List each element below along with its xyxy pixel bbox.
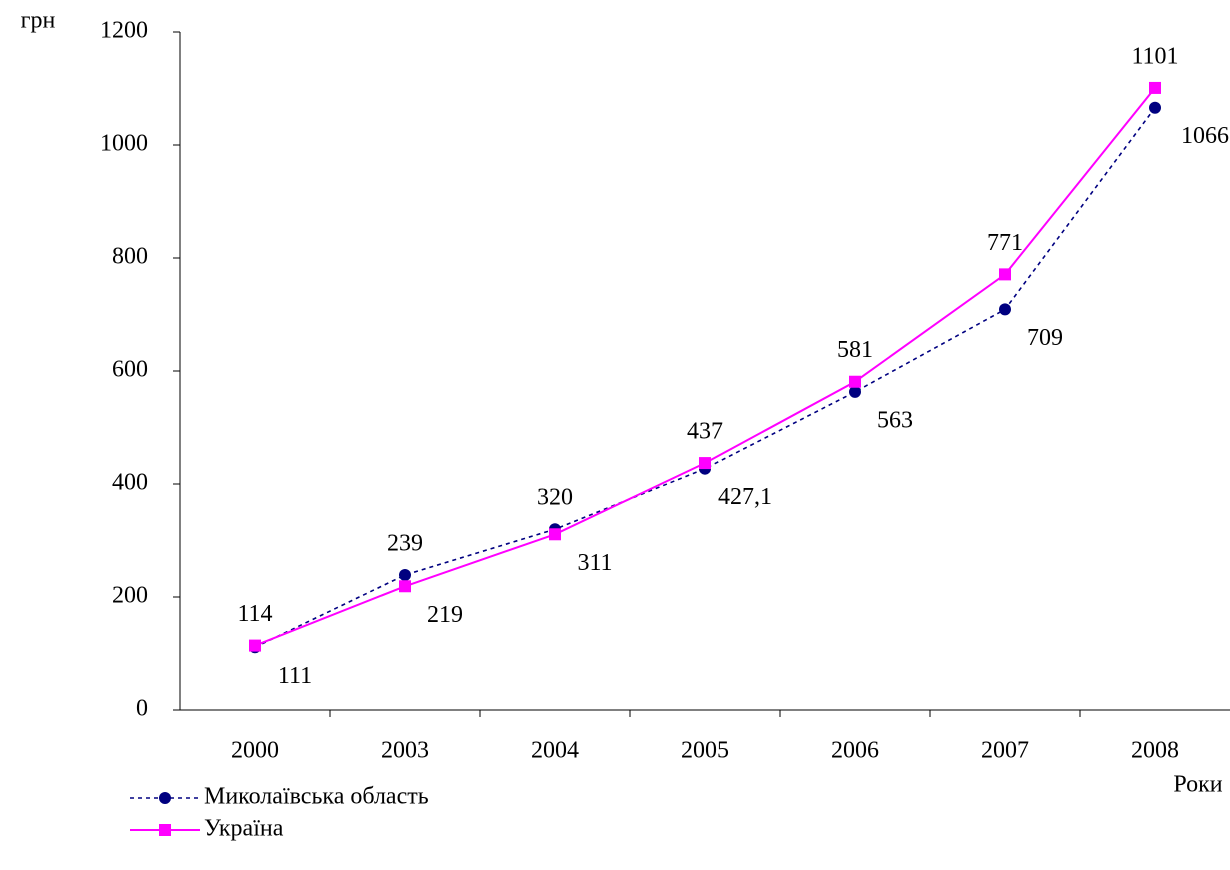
- x-tick-label: 2003: [381, 738, 429, 764]
- data-label: 311: [577, 550, 612, 576]
- data-point: [399, 568, 411, 581]
- legend-label: Миколаївська область: [204, 784, 429, 810]
- data-point: [1149, 101, 1161, 114]
- data-point: [699, 457, 711, 470]
- x-tick-label: 2007: [981, 738, 1029, 764]
- x-tick-label: 2000: [231, 738, 279, 764]
- data-label: 320: [537, 485, 573, 511]
- data-label: 581: [837, 337, 873, 363]
- data-point: [1149, 81, 1161, 94]
- x-tick-label: 2008: [1131, 738, 1179, 764]
- data-label: 1066: [1181, 123, 1229, 149]
- data-point: [399, 580, 411, 593]
- x-axis-label: Роки: [1173, 772, 1222, 798]
- data-label: 1101: [1131, 43, 1178, 69]
- data-label: 219: [427, 602, 463, 628]
- y-tick-label: 1200: [100, 18, 148, 44]
- x-tick-label: 2005: [681, 738, 729, 764]
- x-tick-label: 2006: [831, 738, 879, 764]
- data-label: 239: [387, 530, 423, 556]
- series-line: [254, 107, 1156, 649]
- data-label: 771: [987, 230, 1023, 256]
- legend-label: Україна: [204, 816, 284, 842]
- data-point: [249, 639, 261, 652]
- data-label: 563: [877, 407, 913, 433]
- data-label: 111: [278, 663, 312, 689]
- y-tick-label: 600: [112, 357, 148, 383]
- data-point: [849, 375, 861, 388]
- y-tick-label: 1000: [100, 131, 148, 157]
- data-label: 437: [687, 419, 723, 445]
- data-point: [999, 268, 1011, 281]
- legend-marker: [159, 824, 171, 836]
- data-label: 709: [1027, 325, 1063, 351]
- y-tick-label: 0: [136, 696, 148, 722]
- y-axis-label: грн: [21, 8, 56, 34]
- x-tick-label: 2004: [531, 738, 579, 764]
- data-point: [849, 385, 861, 398]
- data-label: 114: [237, 601, 272, 627]
- data-point: [999, 303, 1011, 316]
- y-tick-label: 800: [112, 244, 148, 270]
- data-point: [549, 528, 561, 541]
- series-line: [254, 87, 1156, 647]
- y-tick-label: 200: [112, 583, 148, 609]
- data-label: 427,1: [718, 484, 772, 510]
- y-tick-label: 400: [112, 470, 148, 496]
- legend-marker: [159, 792, 171, 804]
